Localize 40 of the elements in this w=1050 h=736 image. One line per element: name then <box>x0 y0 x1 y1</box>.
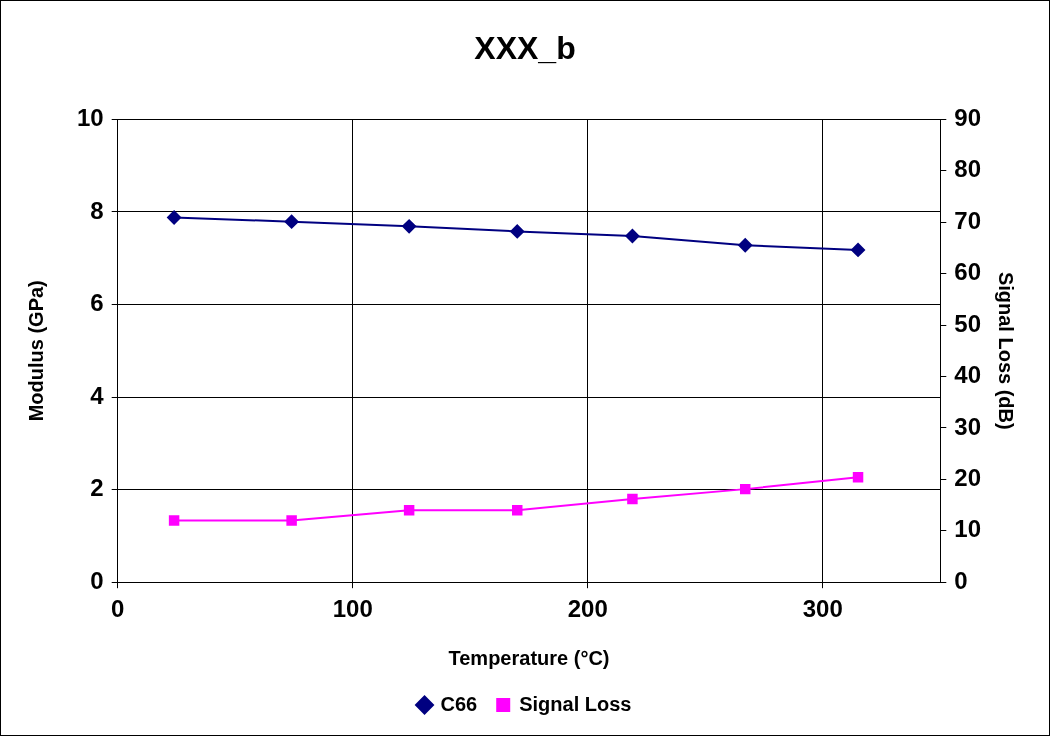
point <box>627 493 638 505</box>
x-tick-label: 300 <box>802 595 843 623</box>
point <box>738 238 753 253</box>
y2-tick-label: 60 <box>954 258 982 286</box>
point <box>852 472 864 483</box>
point <box>512 504 523 516</box>
y2-tick-label: 70 <box>954 206 982 234</box>
y-tick-label: 6 <box>90 289 104 317</box>
y-tick-label: 4 <box>90 381 105 409</box>
point <box>402 219 417 234</box>
y-tick-label: 2 <box>90 474 104 502</box>
point <box>284 214 299 229</box>
y-tick-label: 0 <box>90 566 104 594</box>
point <box>851 242 866 257</box>
legend-label: Signal Loss <box>519 692 632 715</box>
point <box>625 229 640 244</box>
y2-axis-title: Signal Loss (dB) <box>995 271 1018 430</box>
y2-tick-label: 90 <box>954 104 982 132</box>
x-tick-label: 0 <box>111 595 125 623</box>
y2-tick-label: 30 <box>954 412 982 440</box>
y-tick-label: 10 <box>76 104 104 132</box>
x-tick-label: 200 <box>567 595 608 623</box>
point <box>739 483 751 495</box>
x-axis-title: Temperature (°C) <box>448 646 610 669</box>
y2-tick-label: 0 <box>954 566 968 594</box>
y-tick-label: 8 <box>90 196 104 224</box>
chart-title: XXX_b <box>474 30 576 67</box>
y2-tick-label: 20 <box>954 463 982 491</box>
point <box>168 515 180 526</box>
point <box>510 224 525 239</box>
point <box>403 504 415 516</box>
point <box>167 210 182 225</box>
y2-tick-label: 80 <box>954 155 982 183</box>
y-axis-title: Modulus (GPa) <box>24 280 47 422</box>
x-tick-label: 100 <box>332 595 373 623</box>
y2-tick-label: 50 <box>954 309 982 337</box>
y2-tick-label: 40 <box>954 361 982 389</box>
point <box>286 515 297 526</box>
legend-label: C66 <box>440 692 478 715</box>
y2-tick-label: 10 <box>954 515 982 543</box>
